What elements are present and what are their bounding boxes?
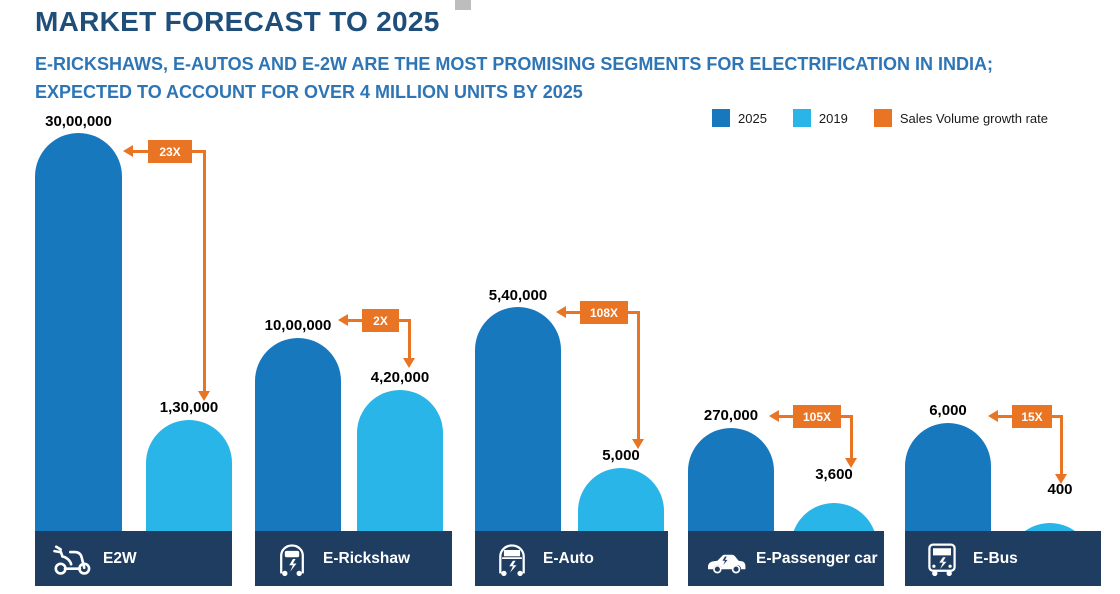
bar-e2w-2025 (35, 133, 122, 586)
category-band-e-rickshaw: E-Rickshaw (255, 531, 452, 586)
category-label: E-Auto (543, 549, 594, 567)
window-artifact (455, 0, 471, 10)
auto-rickshaw-icon (491, 540, 533, 578)
value-label-e2w-2025: 30,00,000 (45, 113, 112, 130)
arrow-line (192, 150, 205, 153)
arrow-line (998, 415, 1012, 418)
category-band-e-auto: E-Auto (475, 531, 668, 586)
arrow-line (841, 415, 852, 418)
growth-badge-e-rickshaw: 2X (362, 309, 399, 332)
arrow-left-icon (338, 314, 348, 326)
arrow-line (133, 150, 148, 153)
arrow-left-icon (988, 410, 998, 422)
value-label-e-bus-2019: 400 (1047, 481, 1073, 498)
value-label-e-bus-2025: 6,000 (929, 402, 967, 419)
arrow-line (1052, 415, 1063, 418)
arrow-line (850, 415, 853, 460)
arrow-down-icon (845, 458, 857, 468)
category-band-e-passenger-car: E-Passenger car (688, 531, 884, 586)
legend-item-2019: 2019 (792, 109, 848, 127)
arrow-down-icon (403, 358, 415, 368)
arrow-left-icon (556, 306, 566, 318)
arrow-down-icon (632, 439, 644, 449)
arrow-line (408, 319, 411, 360)
legend-item-2025: 2025 (712, 109, 767, 127)
e-rickshaw-icon (271, 540, 313, 578)
legend-swatch-2019 (792, 109, 811, 127)
scooter-icon (51, 540, 93, 578)
arrow-line (779, 415, 793, 418)
legend-item-growth: Sales Volume growth rate (873, 109, 1048, 127)
arrow-line (348, 319, 362, 322)
category-band-e2w: E2W (35, 531, 232, 586)
arrow-line (399, 319, 410, 322)
arrow-line (566, 311, 580, 314)
arrow-down-icon (1055, 474, 1067, 484)
car-icon (704, 542, 746, 576)
growth-badge-e2w: 23X (148, 140, 192, 163)
arrow-line (1060, 415, 1063, 476)
value-label-e-passenger-car-2025: 270,000 (703, 407, 759, 424)
value-label-e-passenger-car-2019: 3,600 (815, 466, 853, 483)
bus-icon (921, 540, 963, 578)
category-label: E-Rickshaw (323, 549, 411, 567)
subtitle-line-2: EXPECTED TO ACCOUNT FOR OVER 4 MILLION U… (35, 82, 583, 102)
subtitle: E-RICKSHAWS, E-AUTOS AND E-2W ARE THE MO… (35, 50, 993, 106)
legend-swatch-2025 (712, 109, 730, 127)
arrow-line (637, 311, 640, 441)
growth-badge-e-bus: 15X (1012, 405, 1052, 428)
arrow-left-icon (769, 410, 779, 422)
category-band-e-bus: E-Bus (905, 531, 1101, 586)
growth-badge-e-passenger-car: 105X (793, 405, 841, 428)
arrow-down-icon (198, 391, 210, 401)
category-label: E2W (103, 549, 137, 567)
value-label-e-rickshaw-2019: 4,20,000 (370, 369, 430, 386)
legend: 2025 2019 Sales Volume growth rate (712, 109, 1048, 127)
subtitle-line-1: E-RICKSHAWS, E-AUTOS AND E-2W ARE THE MO… (35, 54, 994, 74)
value-label-e-rickshaw-2025: 10,00,000 (264, 317, 332, 334)
value-label-e-auto-2019: 5,000 (602, 447, 640, 464)
growth-badge-e-auto: 108X (580, 301, 628, 324)
legend-label-2019: 2019 (818, 110, 848, 126)
arrow-left-icon (123, 145, 133, 157)
category-label: E-Passenger car (756, 549, 878, 567)
value-label-e2w-2019: 1,30,000 (159, 399, 219, 416)
value-label-e-auto-2025: 5,40,000 (488, 287, 548, 304)
category-label: E-Bus (973, 549, 1018, 567)
legend-swatch-growth (873, 109, 892, 127)
legend-label-2025: 2025 (738, 110, 767, 126)
arrow-line (203, 150, 206, 393)
legend-label-growth: Sales Volume growth rate (899, 110, 1048, 126)
page-title: MARKET FORECAST TO 2025 (35, 6, 440, 37)
arrow-line (628, 311, 639, 314)
